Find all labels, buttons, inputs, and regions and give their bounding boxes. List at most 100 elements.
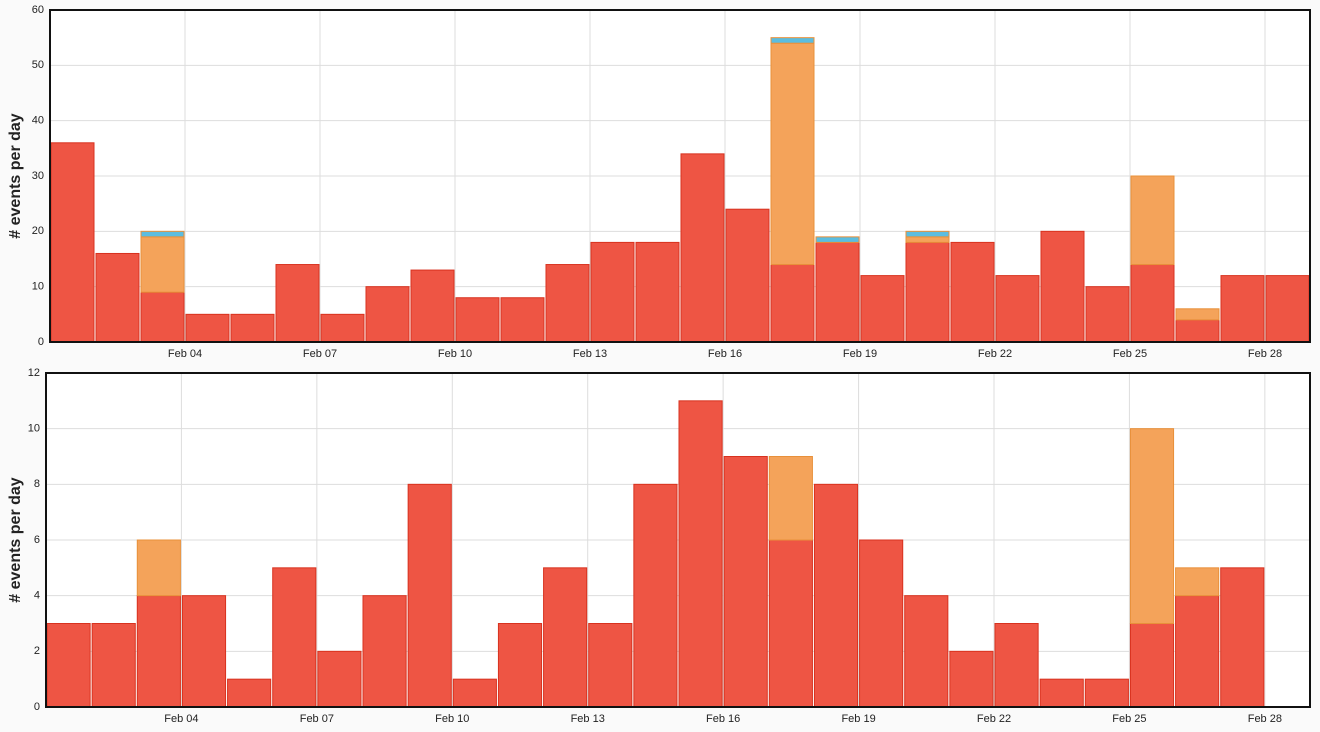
bar-segment [770, 37, 815, 44]
bar-segment [320, 313, 365, 343]
bar-segment [136, 539, 181, 597]
bar-segment [859, 539, 904, 708]
bar-segment [455, 297, 500, 343]
bar-segment [543, 567, 588, 708]
bar-segment [723, 456, 768, 708]
bar-segment [1175, 567, 1220, 597]
y-axis-label: # events per day [7, 113, 24, 239]
bar-segment [813, 483, 859, 708]
x-tick-label: Feb 10 [435, 713, 469, 725]
bar-segment [1175, 319, 1220, 343]
bar-segment [407, 483, 452, 708]
y-tick-label: 0 [38, 336, 44, 348]
bar-segment [140, 230, 185, 238]
bar-segment [452, 678, 497, 708]
bar-segment [227, 678, 272, 708]
y-tick-label: 60 [32, 4, 44, 16]
bar-segment [230, 313, 275, 343]
bar-segment [995, 275, 1040, 343]
bar-segment [1175, 595, 1220, 708]
x-tick-label: Feb 19 [841, 713, 875, 725]
x-tick-label: Feb 07 [300, 713, 334, 725]
bar-segment [1130, 175, 1175, 266]
bar-segment [905, 230, 950, 238]
bar-segment [588, 623, 633, 708]
x-tick-label: Feb 16 [708, 348, 742, 360]
bar-segment [50, 142, 95, 343]
y-tick-label: 12 [28, 367, 40, 379]
bar-segment [680, 153, 725, 343]
y-tick-label: 30 [32, 170, 44, 182]
bar-segment [365, 286, 410, 343]
x-tick-label: Feb 22 [977, 713, 1011, 725]
bar-segment [136, 595, 181, 708]
bar-segment [1130, 264, 1175, 343]
bar-segment [1039, 678, 1084, 708]
bar-segment [500, 297, 545, 343]
y-tick-label: 6 [34, 534, 40, 546]
bar-segment [994, 623, 1039, 708]
y-tick-label: 4 [34, 590, 40, 602]
x-tick-label: Feb 07 [303, 348, 337, 360]
bar-segment [633, 483, 678, 708]
x-tick-label: Feb 25 [1112, 713, 1146, 725]
bar-segment [1175, 308, 1220, 321]
y-tick-label: 2 [34, 645, 40, 657]
bar-segment [272, 567, 317, 708]
y-tick-label: 20 [32, 225, 44, 237]
plot-frame [49, 9, 1311, 343]
bar-segment [768, 539, 813, 708]
bar-segment [140, 291, 185, 343]
bar-segment [140, 236, 185, 293]
x-tick-label: Feb 28 [1248, 713, 1282, 725]
plot-frame [45, 372, 1311, 708]
x-tick-label: Feb 25 [1113, 348, 1147, 360]
bar-segment [678, 400, 723, 708]
y-tick-label: 0 [34, 701, 40, 713]
bar-segment [95, 252, 140, 343]
x-tick-label: Feb 16 [706, 713, 740, 725]
y-tick-label: 40 [32, 115, 44, 127]
bar-segment [635, 241, 680, 343]
bar-segment [46, 623, 91, 708]
x-tick-label: Feb 04 [168, 348, 202, 360]
bar-segment [91, 623, 136, 708]
x-tick-label: Feb 13 [571, 713, 605, 725]
bar-segment [1129, 428, 1175, 624]
x-tick-label: Feb 13 [573, 348, 607, 360]
bar-segment [410, 269, 455, 343]
bar-segment [181, 595, 227, 708]
y-tick-label: 8 [34, 478, 40, 490]
x-tick-label: Feb 28 [1248, 348, 1282, 360]
bar-segment [275, 264, 320, 343]
bar-segment [905, 236, 950, 243]
y-tick-label: 10 [28, 423, 40, 435]
bar-segment [905, 241, 950, 343]
y-axis-label: # events per day [7, 477, 24, 603]
bar-segment [1085, 286, 1130, 343]
bar-segment [1040, 230, 1085, 343]
bar-segment [1129, 623, 1175, 708]
bar-segment [725, 208, 770, 343]
bar-segment [362, 595, 407, 708]
bar-segment [904, 595, 949, 708]
bar-segment [185, 313, 230, 343]
bar-segment [768, 456, 813, 541]
x-tick-label: Feb 22 [978, 348, 1012, 360]
bar-segment [317, 650, 362, 708]
bar-segment [1265, 275, 1310, 343]
bar-segment [770, 42, 815, 266]
bar-segment [949, 650, 994, 708]
bar-segment [815, 236, 860, 243]
bar-segment [860, 275, 905, 343]
x-tick-label: Feb 10 [438, 348, 472, 360]
bar-segment [497, 623, 543, 708]
y-tick-label: 50 [32, 59, 44, 71]
bar-segment [1220, 275, 1265, 343]
bar-segment [545, 264, 590, 343]
bar-segment [590, 241, 635, 343]
bar-segment [950, 241, 995, 343]
bar-segment [770, 264, 815, 343]
y-tick-label: 10 [32, 281, 44, 293]
